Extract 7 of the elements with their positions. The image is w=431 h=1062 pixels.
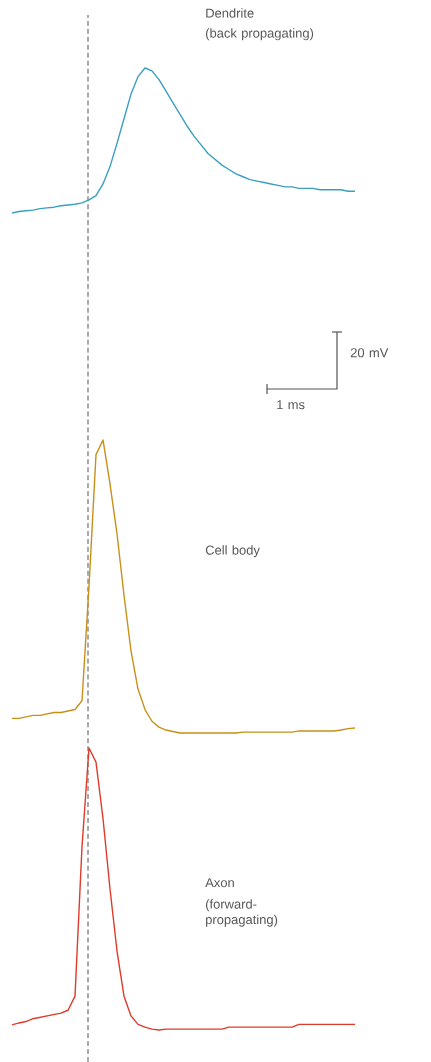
text: (back propagating) [206, 28, 314, 41]
text: 1 ms [277, 400, 305, 410]
text: Axon [205, 878, 234, 888]
text: 20 mV [350, 348, 389, 358]
text: Cell body [205, 545, 260, 558]
text: Dendrite [206, 8, 254, 18]
annotation: (forward-propagating) [206, 899, 278, 927]
